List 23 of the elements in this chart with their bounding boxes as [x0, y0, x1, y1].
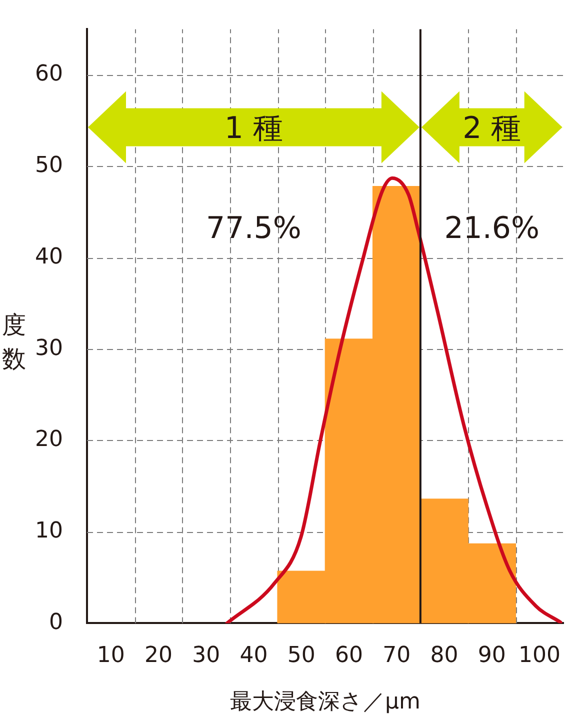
x-tick-label: 70 [382, 643, 411, 668]
x-tick-label: 30 [192, 643, 220, 668]
x-tick-label: 100 [518, 643, 561, 668]
x-tick-label: 10 [96, 643, 125, 668]
y-tick-label: 20 [35, 427, 63, 452]
annotation: 21.6% [444, 211, 540, 246]
y-tick-label: 50 [35, 152, 63, 178]
y-tick-label: 10 [35, 518, 63, 544]
y-tick-label: 30 [35, 336, 63, 361]
x-axis-title: 最大浸食深さ／μm [230, 690, 420, 715]
x-tick-label: 90 [478, 643, 506, 668]
annotation: 77.5% [206, 211, 302, 246]
x-tick-label: 40 [240, 643, 268, 668]
y-tick-label: 0 [49, 610, 63, 635]
x-tick-label: 80 [430, 643, 458, 668]
annotation: 1 種 [224, 111, 284, 146]
x-tick-label: 20 [144, 643, 172, 668]
y-tick-label: 40 [35, 244, 63, 270]
annotation: 2 種 [462, 111, 522, 146]
y-tick-label: 60 [35, 62, 63, 87]
y-axis-title: 度数 [2, 310, 27, 375]
x-tick-label: 50 [287, 643, 316, 668]
x-tick-label: 60 [334, 643, 363, 668]
